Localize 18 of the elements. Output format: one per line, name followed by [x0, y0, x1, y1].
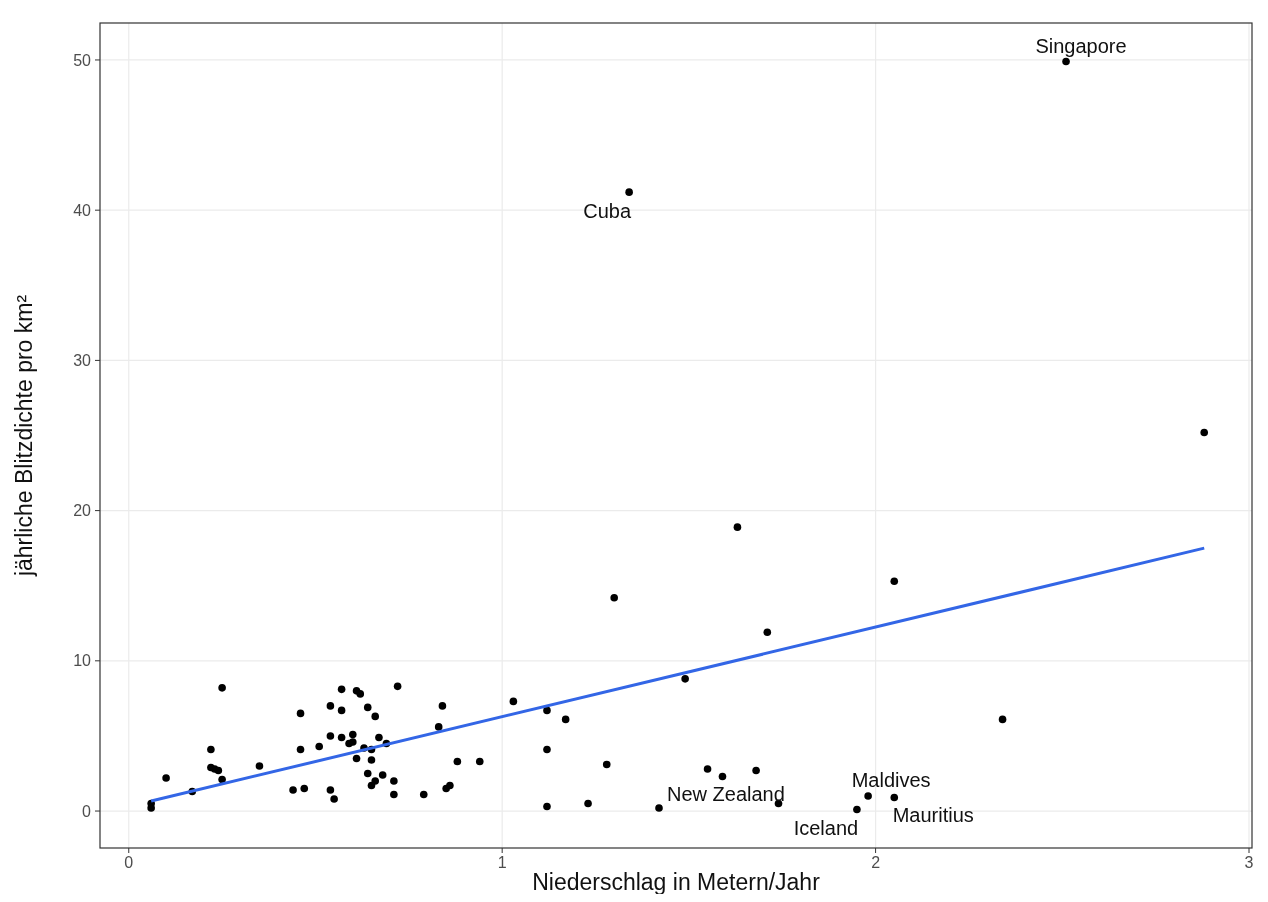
y-tick-label: 0 — [82, 802, 92, 820]
y-tick-label: 50 — [73, 51, 92, 69]
x-tick-label: 2 — [871, 854, 881, 871]
y-tick-label: 10 — [73, 652, 92, 670]
x-tick-label: 1 — [497, 854, 507, 871]
y-tick-label: 30 — [73, 351, 92, 369]
x-tick-label: 0 — [124, 854, 134, 871]
annotation: Maldives — [851, 769, 931, 792]
annotation: Singapore — [1035, 35, 1127, 58]
y-tick-label: 20 — [73, 502, 92, 520]
annotation: Mauritius — [892, 803, 974, 826]
x-axis-title: Niederschlag in Metern/Jahr — [532, 869, 821, 895]
y-tick-label: 40 — [73, 201, 92, 219]
annotation: Cuba — [583, 200, 632, 223]
annotation: Iceland — [793, 816, 859, 839]
x-tick-label: 3 — [1244, 854, 1254, 871]
y-axis-title: jährliche Blitzdichte pro km² — [11, 294, 37, 578]
annotation: New Zealand — [667, 783, 785, 806]
